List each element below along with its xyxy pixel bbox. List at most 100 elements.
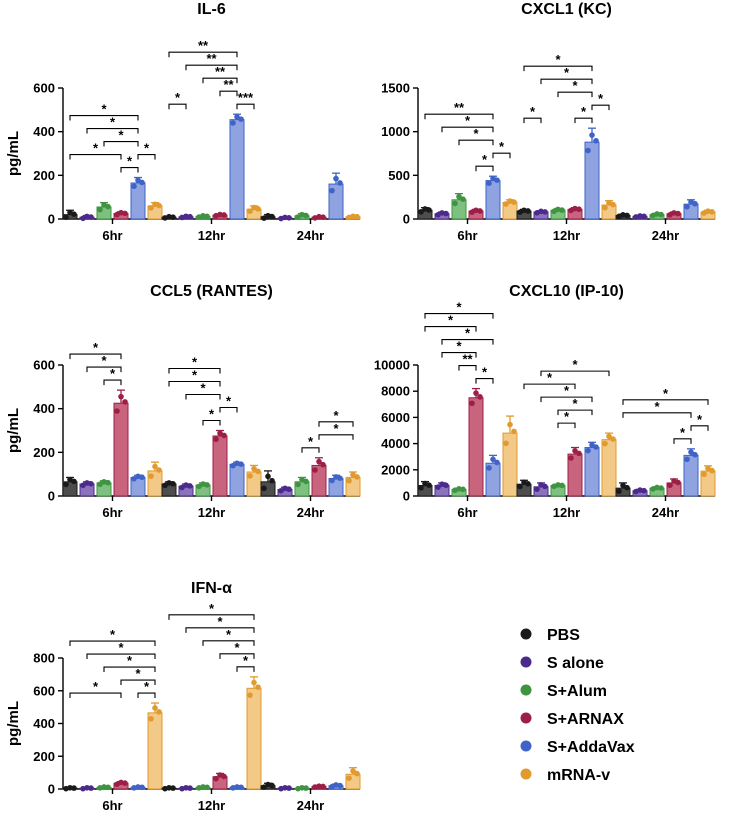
data-point — [200, 784, 206, 790]
significance-label: * — [110, 627, 116, 642]
y-tick-label: 600 — [33, 358, 55, 373]
significance-bracket — [236, 666, 255, 672]
significance-label: * — [308, 434, 314, 449]
data-point — [122, 780, 128, 786]
data-point — [204, 784, 210, 791]
significance-label: * — [192, 355, 198, 370]
significance-bracket — [557, 91, 593, 98]
data-point — [269, 213, 275, 220]
legend-marker — [520, 684, 532, 696]
data-point — [101, 784, 107, 790]
data-point — [658, 211, 664, 218]
data-point — [67, 784, 73, 791]
significance-bracket — [591, 104, 610, 111]
data-point — [354, 213, 360, 220]
data-point — [286, 486, 292, 493]
data-point — [105, 784, 111, 791]
significance-label: ** — [215, 64, 226, 79]
data-point — [156, 467, 162, 473]
y-tick-label: 500 — [388, 168, 410, 183]
significance-bracket — [86, 127, 139, 134]
y-tick-label: 2000 — [381, 462, 410, 477]
data-point — [187, 785, 193, 791]
significance-bracket — [168, 51, 238, 58]
significance-bracket — [523, 117, 542, 124]
significance-bracket — [69, 114, 139, 121]
data-point — [593, 444, 599, 450]
significance-label: * — [456, 339, 462, 354]
data-point — [616, 488, 622, 495]
significance-bracket — [120, 679, 156, 686]
significance-bracket — [219, 90, 238, 97]
data-point — [667, 482, 673, 489]
significance-bracket — [540, 78, 593, 85]
y-tick-label: 1500 — [381, 81, 410, 96]
legend-label: S alone — [547, 655, 604, 672]
significance-label: * — [482, 152, 488, 167]
data-point — [525, 208, 531, 214]
significance-bracket — [424, 313, 494, 319]
panel-2: CCL5 (RANTES) pg/mL 0 200 400 600 6hr 12hr 24hr *… — [5, 283, 361, 520]
significance-bracket — [424, 326, 477, 332]
significance-label: *** — [238, 90, 254, 105]
significance-bracket — [523, 65, 593, 72]
significance-bracket — [86, 653, 156, 660]
data-point — [692, 451, 698, 458]
significance-label: * — [144, 141, 150, 156]
data-point — [542, 483, 548, 490]
significance-bracket — [86, 366, 122, 373]
significance-bracket — [523, 383, 576, 390]
significance-bracket — [475, 165, 494, 172]
data-point — [71, 211, 77, 217]
x-tick-label: 6hr — [102, 228, 122, 243]
data-point — [337, 475, 343, 482]
significance-label: * — [654, 399, 660, 414]
data-point — [183, 784, 189, 791]
data-point — [507, 421, 513, 428]
significance-label: * — [175, 90, 181, 105]
significance-bracket — [69, 153, 122, 160]
data-point — [329, 187, 335, 194]
data-point — [187, 483, 193, 489]
significance-bracket — [557, 422, 576, 429]
data-point — [295, 481, 301, 488]
bar — [147, 712, 163, 790]
data-point — [114, 408, 120, 414]
data-point — [624, 212, 630, 219]
significance-bracket — [120, 166, 139, 173]
significance-label: * — [482, 365, 488, 380]
significance-label: * — [93, 141, 99, 156]
y-tick-label: 600 — [33, 81, 55, 96]
significance-bracket — [137, 692, 156, 699]
data-point — [187, 213, 193, 220]
significance-bracket — [185, 393, 221, 400]
data-point — [576, 206, 582, 213]
legend-label: S+Alum — [547, 683, 607, 700]
significance-label: * — [93, 679, 99, 694]
significance-label: * — [192, 368, 198, 383]
significance-bracket — [202, 419, 221, 426]
significance-label: ** — [223, 77, 234, 92]
x-tick-label: 6hr — [457, 228, 477, 243]
data-point — [170, 214, 176, 220]
data-point — [684, 456, 690, 463]
significance-bracket — [168, 103, 187, 110]
significance-bracket — [540, 370, 610, 377]
y-tick-label: 0 — [48, 489, 55, 504]
legend-marker — [520, 656, 532, 668]
data-point — [354, 474, 360, 480]
data-point — [610, 201, 616, 208]
data-point — [559, 207, 565, 213]
data-point — [443, 482, 449, 489]
significance-label: * — [473, 126, 479, 141]
significance-label: * — [530, 104, 536, 119]
data-point — [170, 480, 176, 487]
data-point — [238, 461, 244, 467]
legend-marker — [520, 712, 532, 724]
significance-bracket — [236, 103, 255, 110]
significance-bracket — [69, 353, 122, 360]
data-point — [503, 201, 509, 207]
y-tick-label: 400 — [33, 401, 55, 416]
data-point — [282, 784, 288, 791]
significance-bracket — [168, 614, 255, 620]
